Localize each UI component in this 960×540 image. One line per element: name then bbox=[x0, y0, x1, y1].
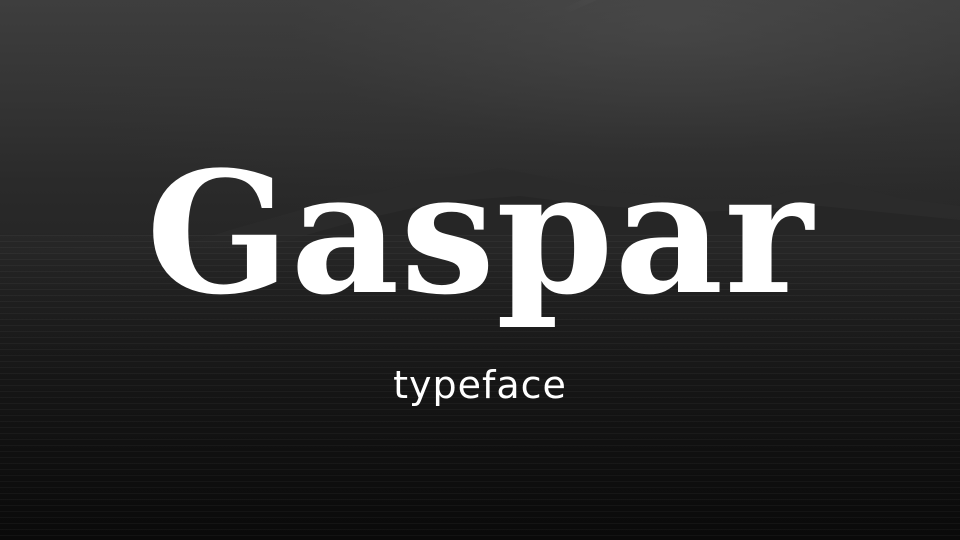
typeface-title: Gaspar bbox=[146, 134, 814, 332]
sea-background bbox=[0, 235, 960, 540]
typeface-subtitle: typeface bbox=[393, 363, 567, 407]
sea-waves bbox=[0, 235, 960, 540]
